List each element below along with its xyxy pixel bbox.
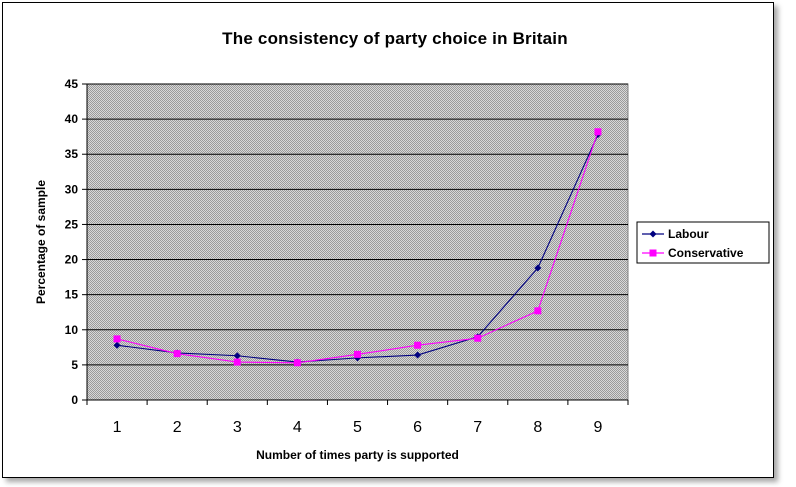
- x-tick-label: 2: [173, 419, 182, 436]
- series-conservative: [113, 128, 602, 367]
- axes: [86, 84, 628, 401]
- x-tick-label: 9: [593, 419, 602, 436]
- x-tick-label: 4: [293, 419, 302, 436]
- y-axis-label: Percentage of sample: [34, 180, 48, 304]
- data-point: [113, 341, 121, 349]
- data-point: [233, 352, 241, 360]
- legend-entry: Conservative: [668, 246, 744, 260]
- x-tick-label: 8: [533, 419, 542, 436]
- data-point: [414, 341, 422, 349]
- y-tick-label: 20: [65, 253, 79, 267]
- y-tick-label: 30: [65, 182, 79, 196]
- x-tick-label: 3: [233, 419, 242, 436]
- data-point: [173, 350, 181, 358]
- data-point: [113, 335, 121, 343]
- y-tick-label: 10: [65, 323, 79, 337]
- data-point: [293, 359, 301, 367]
- x-tick-label: 7: [473, 419, 482, 436]
- gridlines: [87, 83, 628, 366]
- legend: Labour Conservative: [636, 221, 770, 264]
- x-tick-label: 1: [113, 419, 122, 436]
- y-tick-label: 35: [65, 147, 79, 161]
- data-point: [354, 350, 361, 358]
- data-point: [534, 264, 542, 272]
- y-tick-label: 5: [71, 358, 78, 372]
- x-tick-label: 6: [413, 419, 422, 436]
- data-point: [534, 307, 542, 315]
- y-tick-label: 0: [71, 393, 78, 407]
- y-tick-label: 15: [65, 288, 79, 302]
- y-tick-label: 40: [65, 112, 79, 126]
- chart-title: The consistency of party choice in Brita…: [222, 29, 568, 48]
- data-point: [594, 128, 602, 136]
- plot-area: [86, 83, 629, 401]
- series-lines: [113, 128, 602, 367]
- legend-marker: [649, 230, 657, 238]
- data-point: [474, 334, 482, 342]
- y-tick-label: 25: [65, 217, 79, 231]
- legend-box: [636, 221, 770, 264]
- x-axis-ticks: 1 2 3 4 5 6 7 8 9: [86, 400, 629, 436]
- legend-entry: Labour: [668, 227, 709, 241]
- legend-marker: [649, 249, 657, 257]
- data-point: [233, 358, 241, 366]
- x-axis-label: Number of times party is supported: [256, 448, 459, 462]
- x-tick-label: 5: [353, 419, 362, 436]
- data-point: [414, 351, 422, 359]
- y-tick-label: 45: [65, 77, 79, 91]
- y-axis-ticks: 0 5 10 15 20 25 30 35 40 45: [65, 77, 87, 407]
